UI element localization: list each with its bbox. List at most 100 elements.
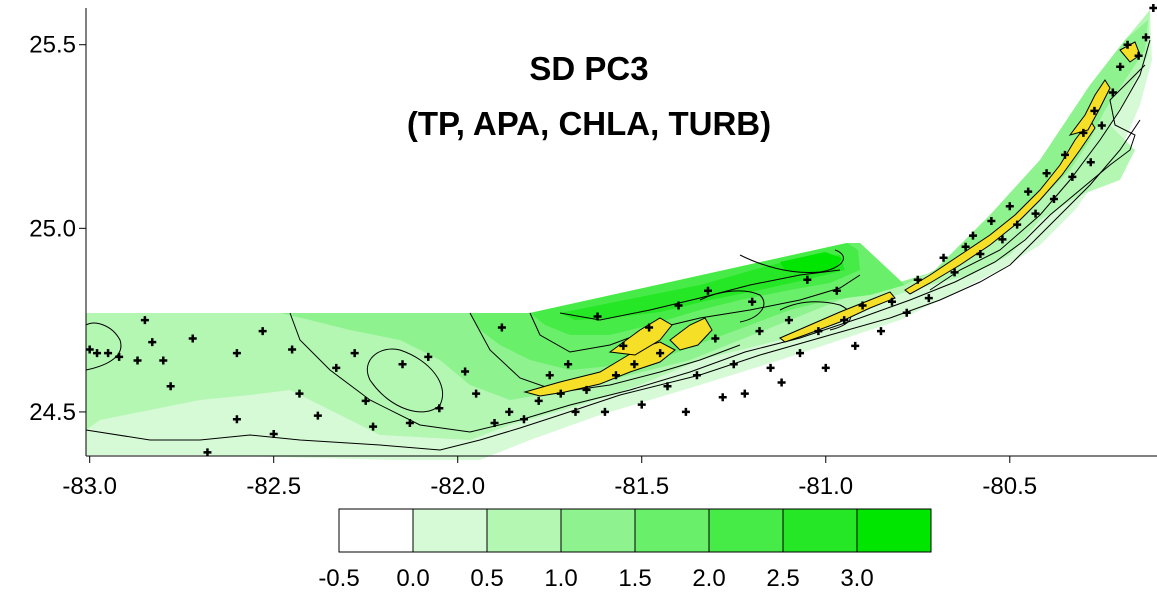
station-marker [564,360,573,369]
station-marker [188,334,197,343]
contour-line [366,348,444,413]
station-marker [140,316,149,325]
station-marker [1086,158,1095,167]
station-marker [133,356,142,365]
legend-swatch [708,508,784,553]
station-marker [711,334,720,343]
station-marker [148,338,157,347]
contour-line [529,274,861,353]
station-marker [593,312,602,321]
station-marker [332,363,341,372]
x-axis-ticks: -83.0 -82.5 -82.0 -81.5 -81.0 -80.5 [62,456,1037,500]
station-marker [1068,172,1077,181]
legend-swatch [782,508,858,553]
contour-line [739,249,844,274]
station-marker [1013,220,1022,229]
legend-swatch [856,508,932,553]
station-marker [424,352,433,361]
station-marker [115,352,124,361]
contour-line [559,269,841,321]
legend-label: 3.0 [840,565,873,592]
station-marker [519,415,528,424]
fill-level-1.0 [280,20,1148,400]
x-tick-label: -81.0 [798,473,853,500]
station-marker [1123,40,1132,49]
fill-level-2.5 [560,255,845,320]
contour-line [469,312,741,393]
station-marker [619,341,628,350]
station-marker [718,393,727,402]
station-marker [858,301,867,310]
station-marker [796,349,804,358]
station-marker [987,216,996,225]
station-marker [490,418,499,427]
station-marker [1108,88,1117,97]
x-tick-label: -82.5 [246,473,301,500]
fill-level-0.5 [86,10,1150,440]
station-marker [740,389,749,398]
station-marker [269,429,278,438]
station-marker [637,400,646,409]
contour-line [779,301,852,331]
y-axis-ticks: 25.5 25.0 24.5 [29,32,86,426]
station-marker [497,323,506,332]
legend-label: 1.5 [618,565,651,592]
station-marker [1031,209,1040,218]
contour-line [289,64,1146,433]
station-marker [674,301,683,310]
legend-swatch [338,508,414,553]
station-marker [534,396,543,405]
station-marker [851,341,860,350]
legend-label: -0.5 [318,565,359,592]
station-marker [832,286,841,295]
station-marker [630,360,639,369]
station-marker [582,385,591,394]
station-marker [784,316,793,325]
station-marker [1116,62,1125,71]
station-marker [369,422,378,431]
station-marker [232,415,241,424]
station-marker [755,327,764,336]
legend-label: 2.5 [766,565,799,592]
station-marker [361,396,370,405]
land-island [904,119,1096,295]
contour-lines [85,39,1151,451]
station-marker [681,407,690,416]
x-tick-label: -80.5 [982,473,1037,500]
contour-fills [86,10,1152,460]
contour-line [929,39,1151,291]
station-marker [600,407,609,416]
legend-swatch [486,508,562,553]
station-marker [939,253,948,262]
station-marker [398,360,407,369]
x-tick-label: -83.0 [62,473,117,500]
station-marker [505,407,514,416]
station-marker [998,235,1007,244]
station-marker [1079,128,1088,137]
station-marker [1090,106,1099,115]
station-marker [692,371,701,380]
station-marker [766,363,775,372]
station-marker [1060,150,1069,159]
station-marker [924,294,933,303]
station-marker [976,250,985,259]
station-marker [663,382,672,391]
land-island [1068,79,1111,136]
land-island [669,317,713,351]
station-marker [814,327,823,336]
station-marker [258,327,267,336]
station-marker [1049,194,1058,203]
station-marker [703,286,712,295]
station-marker [902,308,911,317]
legend-swatch [412,508,488,553]
legend-label: 1.0 [544,565,577,592]
station-marker [461,367,470,376]
title-line-1: SD PC3 [529,50,648,87]
y-tick-label: 25.5 [29,32,76,59]
station-marker [405,418,414,427]
title-line-2: (TP, APA, CHLA, TURB) [407,105,771,142]
station-marker [876,327,885,336]
station-marker [803,275,812,284]
station-marker [545,371,554,380]
color-legend: -0.5 0.0 0.5 1.0 1.5 2.0 2.5 3.0 [318,508,932,592]
